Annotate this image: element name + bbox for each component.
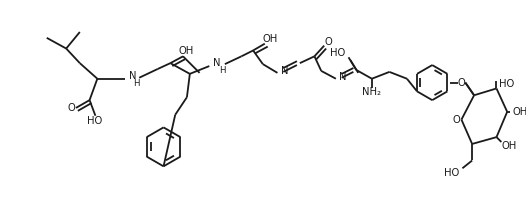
Text: OH: OH: [262, 34, 277, 44]
Text: HO: HO: [87, 116, 102, 126]
Text: OH: OH: [178, 46, 194, 56]
Text: N: N: [280, 66, 288, 76]
Text: HO: HO: [444, 168, 460, 178]
Text: O: O: [324, 37, 332, 47]
Text: NH₂: NH₂: [362, 87, 381, 97]
Text: N: N: [214, 58, 221, 68]
Text: O: O: [458, 78, 466, 88]
Text: HO: HO: [330, 48, 346, 58]
Text: HO: HO: [499, 79, 514, 89]
Text: O: O: [453, 115, 460, 125]
Text: N: N: [129, 71, 136, 81]
Text: H: H: [133, 79, 139, 88]
Text: O: O: [67, 103, 75, 113]
Text: OH: OH: [512, 107, 526, 117]
Text: N: N: [339, 72, 347, 82]
Text: OH: OH: [501, 141, 517, 151]
Text: H: H: [219, 66, 225, 75]
